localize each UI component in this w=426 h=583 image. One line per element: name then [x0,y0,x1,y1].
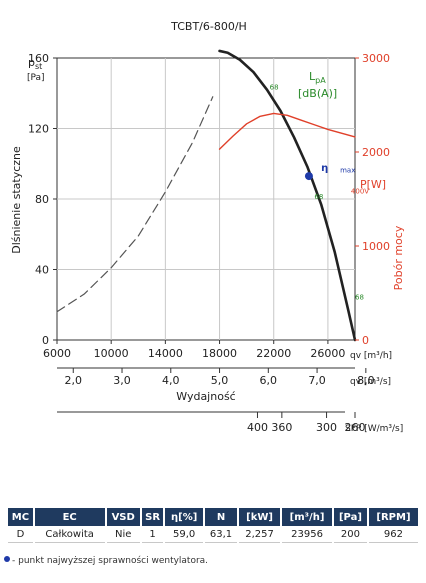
x2-tick-label-3: 5,0 [211,374,229,387]
parameters-table: MC EC VSD SR η[%] N [kW] [m³/h] [Pa] [RP… [6,508,420,543]
cell-ec: Całkowita [34,526,105,543]
cell-n: 63,1 [205,526,237,543]
col-pa: [Pa] [333,508,367,526]
cell-m3h: 23956 [282,526,332,543]
x-axis-m3s-ticks: 2,0 3,0 4,0 5,0 6,0 7,0 8,0 [65,368,375,387]
y-axis-symbol: pst [28,56,42,71]
x2-tick-label-2: 4,0 [162,374,180,387]
series-pressure-solid [218,49,357,342]
x-axis-m3h-unit-q: q [350,351,356,361]
eta-max-point [304,172,313,181]
sfp-tick-label-2: 300 [316,421,337,434]
col-n: N [205,508,237,526]
x-tick-label-1: 10000 [94,347,129,360]
legend-lpa-l: L [309,70,316,83]
footnote: - punkt najwyższej sprawności wentylator… [4,556,208,566]
y-axis-unit: [Pa] [27,73,45,83]
annotation-0: 68 [270,84,279,92]
col-rpm: [RPM] [368,508,418,526]
x2-tick-label-1: 3,0 [113,374,131,387]
footnote-text: - punkt najwyższej sprawności wentylator… [12,556,209,566]
cell-kw: 2,257 [238,526,281,543]
series-pressure-dashed [56,96,214,313]
x-tick-label-5: 26000 [310,347,345,360]
y2-tick-label-1: 1000 [362,240,390,253]
col-eta: η[%] [165,508,204,526]
y2-tick-label-2: 2000 [362,146,390,159]
series-power [218,112,356,150]
cell-sr: 1 [141,526,164,543]
col-vsd: VSD [106,508,140,526]
fan-performance-chart: 68 68 68 η max 400V TCBT/6-800/H pst [Pa] Dlś… [10,20,405,434]
x-axis-m3h-unit-tail: v [m³/h] [356,351,392,361]
x-axis-m3s-unit: qv [m³/s] [350,377,391,387]
x-axis-m3s-unit-tail: v [m³/s] [356,377,391,387]
y-axis-label: Dlśnienie statyczne [10,146,23,254]
cell-eta: 59,0 [165,526,204,543]
col-ec: EC [34,508,105,526]
y-tick-label-2: 80 [35,193,49,206]
y2-axis-text: Pobór mocy [392,225,405,290]
sfp-tick-label-3: 260 [345,421,366,434]
y-tick-label-0: 0 [42,334,49,347]
legend-lpa-unit: [dB(A)] [298,87,337,100]
sfp-tick-label-0: 400 [247,421,268,434]
cell-vsd: Nie [106,526,140,543]
col-kw: [kW] [238,508,281,526]
sfp-axis-ticks: 400 360 300 260 [247,412,366,434]
table-header-row: MC EC VSD SR η[%] N [kW] [m³/h] [Pa] [RP… [8,508,418,526]
y-tick-label-4: 160 [28,52,49,65]
y2-axis-label: P[W] [360,178,386,191]
cell-rpm: 962 [368,526,418,543]
x2-tick-label-0: 2,0 [65,374,83,387]
x-axis-m3h-ticks: 6000 10000 14000 18000 22000 26000 [43,340,345,360]
sfp-tick-label-1: 360 [271,421,292,434]
series-layer: 68 68 68 η max 400V [56,49,369,342]
annotation-3: η [321,163,328,174]
col-mc: MC [8,508,33,526]
annotation-2: 68 [355,293,364,301]
eta-point-icon [4,556,10,562]
x2-tick-label-6: 8,0 [357,374,375,387]
annotation-1: 68 [314,193,323,201]
legend-lpa: LpA [309,70,326,85]
x2-tick-label-4: 6,0 [260,374,278,387]
col-sr: SR [141,508,164,526]
x-tick-label-4: 22000 [256,347,291,360]
legend-lpa-sub: pA [315,76,326,85]
col-m3h: [m³/h] [282,508,332,526]
cell-pa: 200 [333,526,367,543]
chart-title: TCBT/6-800/H [170,20,247,33]
grid-lines [57,58,355,340]
x-axis-m3h-unit: qv [m³/h] [350,351,392,361]
y-axis-symbol-sub: st [35,62,42,71]
y-tick-label-3: 120 [28,123,49,136]
y-axis-symbol-p: p [28,56,35,69]
x-axis-label: Wydajność [176,390,235,403]
x-tick-label-0: 6000 [43,347,71,360]
table-row: D Całkowita Nie 1 59,0 63,1 2,257 23956 … [8,526,418,543]
y2-tick-label-0: 0 [362,334,369,347]
sfp-axis-label: SFP [W/m³/s] [345,424,403,434]
x-tick-label-2: 14000 [148,347,183,360]
x-tick-label-3: 18000 [202,347,237,360]
y-axis-ticks: 0 40 80 120 160 [28,52,57,347]
x-axis-m3s-unit-q: q [350,377,356,387]
y2-axis-ticks: 0 1000 2000 3000 [355,52,390,347]
annotation-4: max [340,167,355,175]
annotation-5: 400V [351,188,369,196]
y-tick-label-1: 40 [35,264,49,277]
y2-tick-label-3: 3000 [362,52,390,65]
cell-mc: D [8,526,33,543]
x2-tick-label-5: 7,0 [308,374,326,387]
